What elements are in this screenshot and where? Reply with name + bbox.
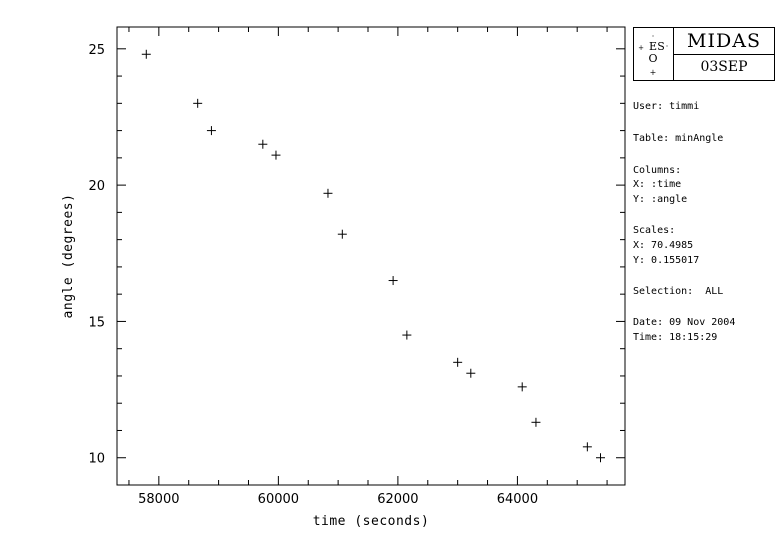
y-tick-label: 10	[88, 452, 105, 467]
svg-text:·: ·	[652, 32, 655, 41]
y-axis-label: angle (degrees)	[61, 194, 76, 319]
svg-text:+: +	[650, 68, 657, 77]
data-point	[595, 453, 605, 463]
data-point	[206, 126, 216, 136]
x-tick-label: 64000	[497, 492, 538, 507]
info-user: User: timmi	[633, 101, 700, 112]
svg-text:·: ·	[666, 42, 669, 51]
data-point	[271, 150, 281, 160]
data-point	[466, 368, 476, 378]
x-tick-label: 60000	[258, 492, 299, 507]
data-point	[388, 276, 398, 286]
svg-text:+: +	[638, 44, 644, 52]
info-columns-header: Columns:	[633, 165, 682, 176]
data-points	[141, 49, 605, 463]
data-point	[517, 382, 527, 392]
x-tick-label: 62000	[377, 492, 418, 507]
info-table: Table: minAngle	[633, 133, 724, 144]
info-scales-x: X: 70.4985	[633, 240, 694, 251]
midas-logo-box: · + E S · O + MIDAS 03SEP	[633, 27, 775, 81]
data-point	[453, 357, 463, 367]
y-tick-label: 25	[88, 43, 105, 58]
data-point	[258, 139, 268, 149]
info-selection: Selection: ALL	[633, 286, 724, 297]
svg-text:E: E	[649, 40, 657, 53]
data-point	[531, 417, 541, 427]
data-point	[337, 229, 347, 239]
data-point	[141, 49, 151, 59]
eso-emblem: · + E S · O +	[634, 28, 674, 80]
x-axis-label: time (seconds)	[313, 514, 430, 529]
eso-logo-icon: · + E S · O +	[638, 32, 669, 77]
plot-frame	[116, 26, 626, 486]
data-point	[582, 442, 592, 452]
y-tick-label: 15	[88, 315, 105, 330]
tick-labels: 58000 60000 62000 64000 10 15 20 25	[88, 43, 538, 507]
data-point	[193, 98, 203, 108]
info-columns-y: Y: :angle	[633, 194, 688, 205]
info-scales-header: Scales:	[633, 225, 676, 236]
axis-ticks	[117, 27, 625, 485]
info-scales-y: Y: 0.155017	[633, 255, 700, 266]
y-tick-label: 20	[88, 179, 105, 194]
logo-title: MIDAS	[674, 28, 774, 55]
info-time: Time: 18:15:29	[633, 332, 718, 343]
info-columns-x: X: :time	[633, 179, 682, 190]
x-tick-label: 58000	[138, 492, 179, 507]
data-point	[323, 188, 333, 198]
svg-text:O: O	[648, 52, 657, 65]
data-point	[402, 330, 412, 340]
svg-text:S: S	[657, 40, 665, 53]
logo-date: 03SEP	[700, 59, 748, 76]
info-date: Date: 09 Nov 2004	[633, 317, 736, 328]
